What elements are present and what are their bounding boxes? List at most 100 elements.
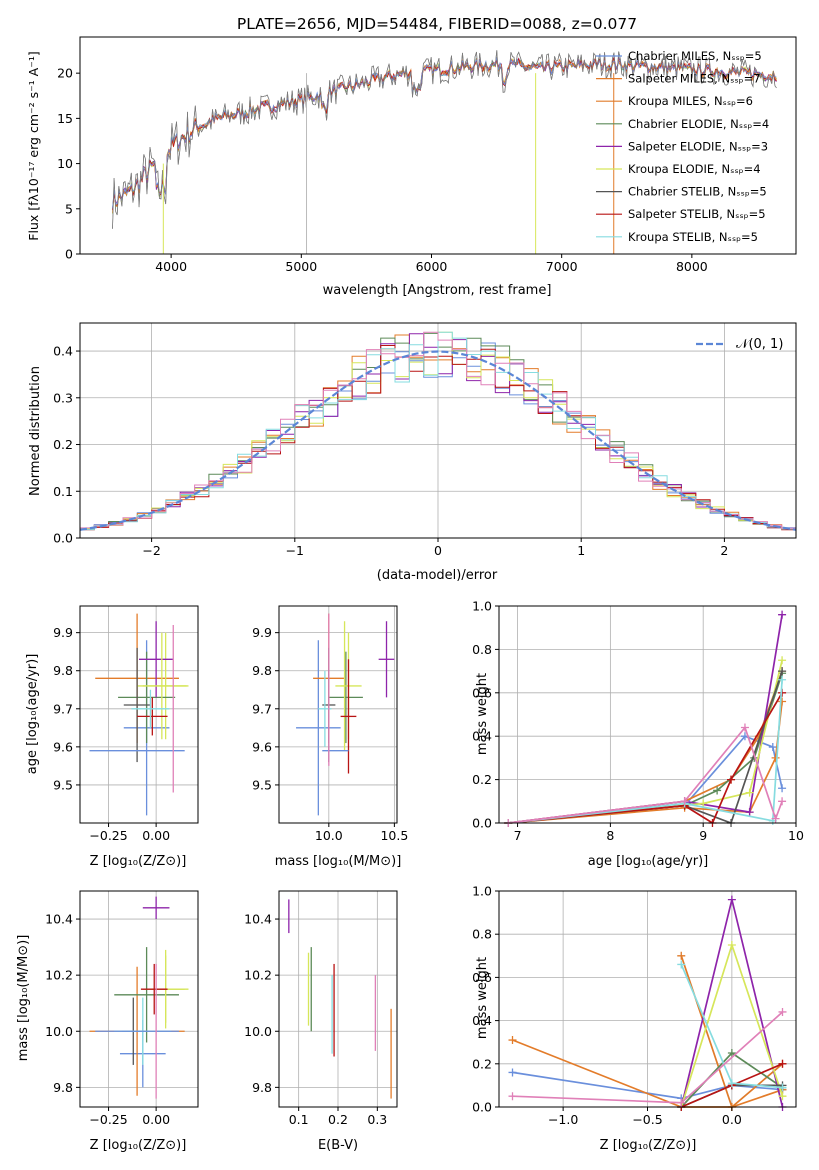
mass-weight-marker bbox=[745, 788, 754, 797]
residuals-ylabel: Normed distribution bbox=[28, 366, 43, 496]
y-tick-label: 0.0 bbox=[472, 1100, 492, 1115]
y-tick-label: 9.7 bbox=[53, 701, 73, 716]
y-tick-label: 9.5 bbox=[53, 777, 73, 792]
x-tick-label: −0.25 bbox=[89, 1112, 127, 1127]
x-tick-label: 8 bbox=[606, 828, 614, 843]
y-tick-label: 9.7 bbox=[252, 701, 272, 716]
x-tick-label: 10 bbox=[788, 828, 804, 843]
x-tick-label: 10.0 bbox=[315, 828, 343, 843]
y-tick-label: 0.6 bbox=[472, 970, 492, 985]
spectrum-xlabel: wavelength [Angstrom, rest frame] bbox=[323, 283, 552, 298]
y-tick-label: 20 bbox=[57, 66, 73, 81]
x-tick-label: 9 bbox=[699, 828, 707, 843]
x-tick-label: 6000 bbox=[416, 259, 448, 274]
x-tick-label: −0.5 bbox=[632, 1112, 662, 1127]
ax-ageZ-frame bbox=[79, 605, 199, 824]
mass-weight-marker bbox=[508, 1036, 517, 1045]
x-tick-label: 0.00 bbox=[142, 1112, 170, 1127]
x-tick-label: −0.25 bbox=[89, 828, 127, 843]
x-tick-label: 0.1 bbox=[289, 1112, 309, 1127]
mass-weight-marker bbox=[778, 797, 787, 806]
ax-mwAge-marks bbox=[504, 610, 787, 827]
ax-massZ-marks bbox=[89, 896, 189, 1099]
y-tick-label: 9.8 bbox=[53, 1080, 73, 1095]
legend-label: Salpeter MILES, Nₛₛₚ=7 bbox=[628, 72, 761, 86]
ax-ageM-frame bbox=[278, 605, 398, 824]
ax-ageM-marks bbox=[296, 613, 395, 816]
y-tick-label: 0 bbox=[65, 247, 73, 262]
legend-label: Chabrier MILES, Nₛₛₚ=5 bbox=[628, 49, 762, 63]
residuals-legend-label: 𝒩(0, 1) bbox=[736, 337, 783, 352]
y-tick-label: 0.4 bbox=[53, 344, 73, 359]
age-vs-mass-panel: mass [log₁₀(M/M⊙)] 10.0 10.5 9.5 9.6 9.7 9.8 9… bbox=[252, 605, 408, 869]
mass-weight-marker bbox=[771, 814, 780, 823]
y-tick-label: 1.0 bbox=[472, 884, 492, 899]
residuals-xlabel: (data-model)/error bbox=[377, 568, 498, 583]
y-tick-label: 10.0 bbox=[45, 1024, 73, 1039]
spectrum-panel: wavelength [Angstrom, rest frame] Flux [… bbox=[26, 36, 797, 298]
ax-ageZ-marks bbox=[89, 613, 189, 816]
y-tick-label: 0.0 bbox=[53, 531, 73, 546]
y-tick-label: 9.9 bbox=[53, 625, 73, 640]
age-vs-metallicity-panel: Z [log₁₀(Z/Z⊙)] age [log₁₀(age/yr)] −0.2… bbox=[25, 605, 199, 869]
y-tick-label: 10.4 bbox=[244, 912, 272, 927]
legend-label: Kroupa STELIB, Nₛₛₚ=5 bbox=[628, 230, 758, 244]
y-tick-label: 9.6 bbox=[53, 739, 73, 754]
x-tick-label: 0.3 bbox=[367, 1112, 387, 1127]
ax-residuals-marks bbox=[79, 331, 797, 531]
mass-weight-marker bbox=[778, 1007, 787, 1016]
y-tick-label: 10.0 bbox=[244, 1024, 272, 1039]
mass-vs-metallicity-panel: Z [log₁₀(Z/Z⊙)] mass [log₁₀(M/M⊙)] −0.25… bbox=[16, 890, 199, 1153]
mass-weight-marker bbox=[727, 941, 736, 949]
y-tick-label: 10 bbox=[57, 156, 73, 171]
mass-weight-marker bbox=[778, 1092, 787, 1101]
x-tick-label: 0.00 bbox=[142, 828, 170, 843]
y-tick-label: 0.0 bbox=[472, 816, 492, 831]
legend-label: Chabrier STELIB, Nₛₛₚ=5 bbox=[628, 185, 767, 199]
mass-weight-marker bbox=[778, 656, 787, 665]
mass-weight-line bbox=[512, 1071, 783, 1100]
x-tick-label: 0 bbox=[434, 543, 442, 558]
normal-curve bbox=[79, 350, 797, 531]
y-tick-label: 9.8 bbox=[252, 663, 272, 678]
mass-weight-marker bbox=[778, 1059, 787, 1068]
y-tick-label: 9.8 bbox=[252, 1080, 272, 1095]
x-tick-label: −1.0 bbox=[548, 1112, 578, 1127]
y-tick-label: 0.4 bbox=[472, 729, 492, 744]
mass-weight-marker bbox=[778, 1083, 787, 1092]
mass-weight-marker bbox=[727, 895, 736, 904]
y-tick-label: 0.8 bbox=[472, 642, 492, 657]
legend-label: Salpeter STELIB, Nₛₛₚ=5 bbox=[628, 207, 766, 221]
residuals-panel: (data-model)/error Normed distribution 𝒩… bbox=[28, 322, 797, 583]
ax-massZ-frame bbox=[79, 890, 199, 1108]
mass-weight-marker bbox=[778, 697, 787, 706]
ax-spectrum-marks bbox=[112, 50, 777, 254]
y-tick-label: 0.3 bbox=[53, 390, 73, 405]
y-tick-label: 1.0 bbox=[472, 599, 492, 614]
x-tick-label: −1 bbox=[286, 543, 304, 558]
y-tick-label: 10.4 bbox=[45, 912, 73, 927]
ax-spectrum-frame bbox=[79, 36, 797, 255]
mass-weight-marker bbox=[778, 610, 787, 619]
x-tick-label: 5000 bbox=[285, 259, 317, 274]
legend-label: Kroupa ELODIE, Nₛₛₚ=4 bbox=[628, 162, 761, 176]
y-tick-label: 0.8 bbox=[472, 927, 492, 942]
ageZ-ylabel: age [log₁₀(age/yr)] bbox=[25, 654, 40, 775]
figure-title: PLATE=2656, MJD=54484, FIBERID=0088, z=0… bbox=[237, 15, 637, 33]
ax-massE-marks bbox=[288, 899, 392, 1099]
mass-weight-marker bbox=[680, 797, 689, 806]
mass-weight-marker bbox=[778, 784, 787, 793]
legend-label: Chabrier ELODIE, Nₛₛₚ=4 bbox=[628, 117, 769, 131]
mwAge-ylabel: mass weight bbox=[475, 673, 490, 755]
spectrum-ylabel: Flux [fλ10⁻¹⁷ erg cm⁻² s⁻¹ A⁻¹] bbox=[26, 51, 41, 240]
mass-vs-extinction-panel: E(B-V) 0.1 0.2 0.3 9.8 10.0 10.2 10.4 bbox=[244, 890, 398, 1153]
x-tick-label: 4000 bbox=[155, 259, 187, 274]
mass-weight-marker bbox=[778, 675, 787, 684]
mass-weight-marker bbox=[727, 775, 736, 784]
x-tick-label: 7 bbox=[514, 828, 522, 843]
mass-weight-marker bbox=[508, 1092, 517, 1101]
y-tick-label: 5 bbox=[65, 201, 73, 216]
massZ-ylabel: mass [log₁₀(M/M⊙)] bbox=[16, 935, 31, 1062]
legend-label: Kroupa MILES, Nₛₛₚ=6 bbox=[628, 94, 753, 108]
